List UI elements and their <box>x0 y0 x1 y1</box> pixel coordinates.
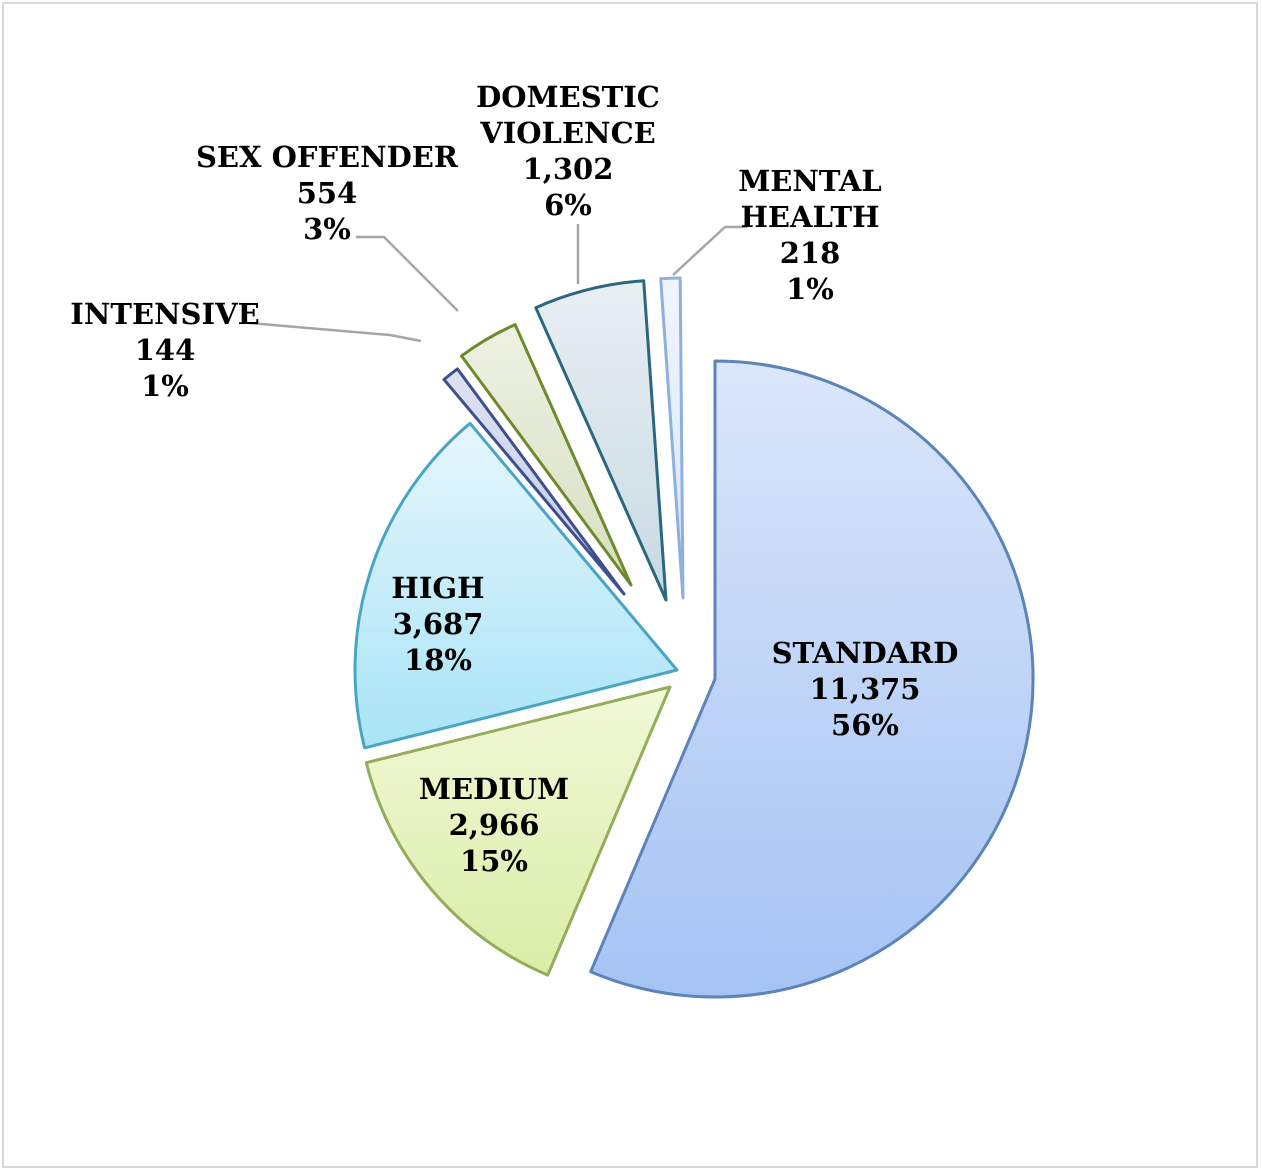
slice-value: 2,966 <box>449 808 540 842</box>
slice-value: 11,375 <box>810 672 921 706</box>
slice-label: DOMESTIC VIOLENCE 1,302 6% <box>476 80 660 222</box>
slice-value: 218 <box>780 236 841 270</box>
slice-value: 554 <box>297 176 358 210</box>
slice-category: STANDARD <box>772 636 959 670</box>
slice-category: DOMESTIC <box>476 80 660 114</box>
slice-category: VIOLENCE <box>479 116 656 150</box>
pie-slice-sex-offender <box>460 323 633 587</box>
slice-label: MENTAL HEALTH 218 1% <box>738 164 882 306</box>
slice-category: HEALTH <box>740 200 879 234</box>
slice-percent: 1% <box>786 272 834 306</box>
slice-label: INTENSIVE 144 1% <box>70 297 259 403</box>
slice-category: HIGH <box>391 571 484 605</box>
leader-line <box>672 225 747 276</box>
pie-slice-mental-health <box>659 276 685 600</box>
slice-percent: 15% <box>460 844 528 878</box>
pie-slice-intensive <box>442 367 626 596</box>
pie-slice-high <box>353 421 679 750</box>
slice-label: SEX OFFENDER 554 3% <box>196 140 459 246</box>
leader-line <box>356 235 459 312</box>
slice-value: 3,687 <box>393 607 484 641</box>
slice-category: INTENSIVE <box>70 297 259 331</box>
slice-value: 144 <box>135 333 196 367</box>
pie-slice-standard <box>589 359 1035 999</box>
pie-slice-medium <box>364 685 672 977</box>
slice-percent: 56% <box>831 708 899 742</box>
slice-category: SEX OFFENDER <box>196 140 459 174</box>
slice-value: 1,302 <box>523 152 614 186</box>
slice-category: MENTAL <box>738 164 882 198</box>
slice-label: MEDIUM 2,966 15% <box>419 772 569 878</box>
slice-percent: 18% <box>404 643 472 677</box>
leader-line <box>248 321 422 343</box>
slice-percent: 6% <box>544 188 592 222</box>
slice-category: MEDIUM <box>419 772 569 806</box>
pie-slice-domestic-violence <box>534 279 668 602</box>
slice-percent: 3% <box>303 212 351 246</box>
slice-percent: 1% <box>141 369 189 403</box>
slice-label: STANDARD 11,375 56% <box>772 636 959 742</box>
slice-label: HIGH 3,687 18% <box>391 571 484 677</box>
